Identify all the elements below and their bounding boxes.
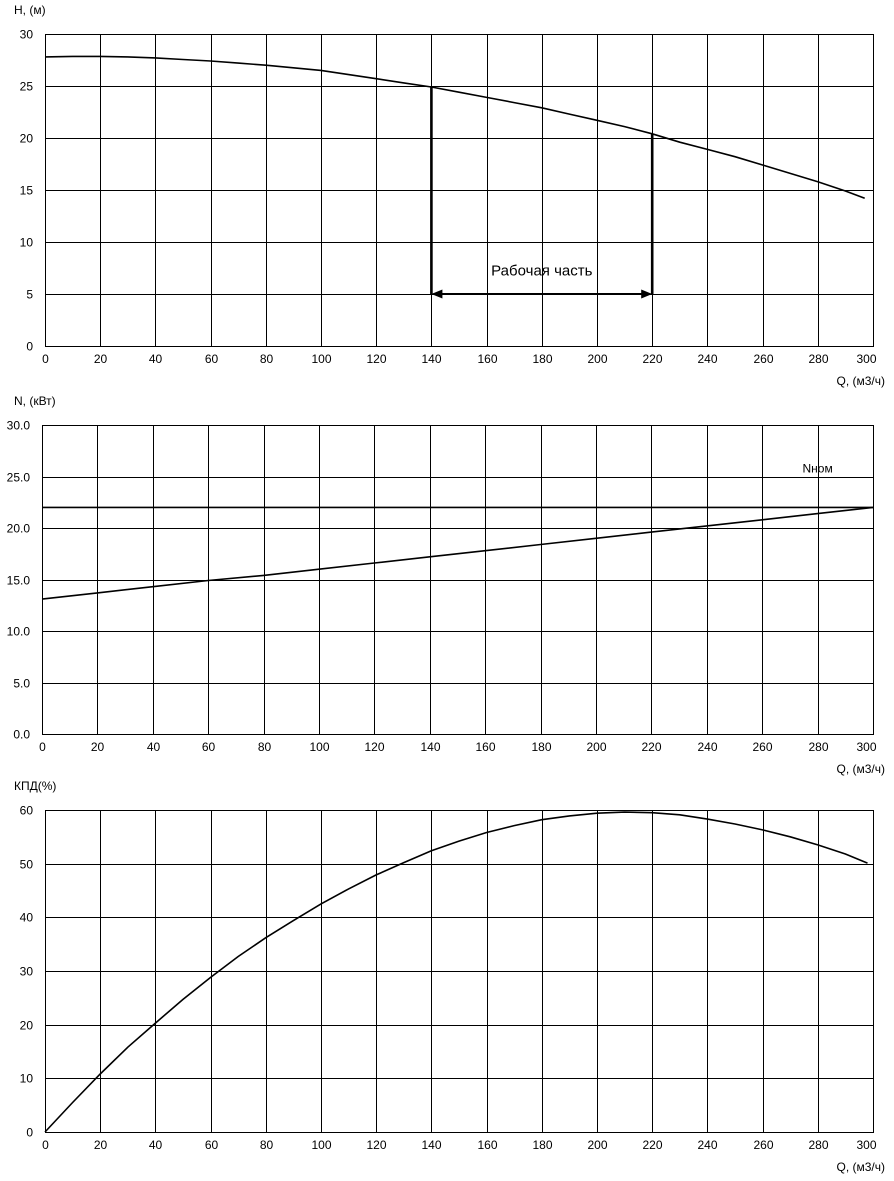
x-tick-label: 60 [202,740,216,754]
y-tick-label: 5 [26,288,33,302]
x-tick-label: 180 [532,352,552,366]
y-tick-label: 10 [20,1072,34,1086]
y-tick-label: 0.0 [13,728,30,742]
x-tick-label: 280 [808,1138,828,1152]
x-tick-label: 40 [147,740,161,754]
x-tick-label: 140 [420,740,440,754]
x-tick-label: 40 [149,352,163,366]
x-tick-label: 240 [697,1138,717,1152]
x-tick-label: 80 [258,740,272,754]
x-tick-label: 0 [42,1138,49,1152]
y-tick-label: 30 [20,28,34,42]
x-tick-label: 20 [94,352,108,366]
x-tick-label: 240 [697,352,717,366]
x-tick-label: 20 [91,740,105,754]
x-tick-label: 200 [587,1138,607,1152]
x-tick-label: 180 [532,1138,552,1152]
x-tick-label: 100 [311,1138,331,1152]
y-tick-label: 15 [20,184,34,198]
y-tick-label: 0 [26,340,33,354]
x-tick-label: 0 [42,352,49,366]
x-tick-label: 100 [309,740,329,754]
x-tick-label: 160 [477,352,497,366]
y-tick-label: 20 [20,132,34,146]
x-tick-label: 160 [477,1138,497,1152]
x-axis-label: Q, (м3/ч) [836,1160,885,1174]
x-tick-label: 40 [149,1138,163,1152]
x-tick-label: 80 [260,352,274,366]
x-tick-label: 280 [808,740,828,754]
x-tick-label: 200 [586,740,606,754]
arrowhead-left [431,289,443,299]
x-tick-label: 120 [366,1138,386,1152]
chart-eff: 0 20 40 60 80 100 120 140 160 180 200 220 240 260 280 3… [14,779,885,1174]
x-tick-label: 260 [753,352,773,366]
y-tick-label: 20 [20,1019,34,1033]
y-tick-label: 25 [20,80,34,94]
arrowhead-right [641,289,653,299]
series-line-eff-0 [44,811,868,1133]
y-axis-label: КПД(%) [14,779,56,793]
x-tick-label: 60 [205,352,219,366]
chart-h: 0 20 40 60 80 100 120 140 160 180 200 220 240 260 280 3… [14,3,885,388]
y-tick-label: 10 [20,236,34,250]
y-tick-label: 15.0 [7,574,31,588]
x-tick-label: 240 [697,740,717,754]
x-axis-label: Q, (м3/ч) [836,374,885,388]
x-axis-label: Q, (м3/ч) [836,762,885,776]
x-tick-label: 300 [856,740,876,754]
chart-n: 0 20 40 60 80 100 120 140 160 180 200 220 240 260 280 3… [7,394,885,776]
y-tick-label: 40 [20,911,34,925]
x-tick-label: 140 [421,1138,441,1152]
plot-frame [45,34,874,347]
y-tick-label: 50 [20,858,34,872]
y-tick-label: 25.0 [7,471,31,485]
x-tick-label: 300 [856,352,876,366]
x-tick-label: 140 [421,352,441,366]
x-tick-label: 80 [260,1138,274,1152]
y-axis-label: N, (кВт) [14,394,56,408]
plot-frame [45,810,874,1133]
y-tick-label: 5.0 [13,677,30,691]
x-tick-label: 300 [856,1138,876,1152]
x-tick-label: 120 [366,352,386,366]
x-tick-label: 280 [808,352,828,366]
x-tick-label: 0 [39,740,46,754]
y-tick-label: 30.0 [7,419,31,433]
x-tick-label: 220 [642,352,662,366]
nominal-power-label: Nном [802,461,832,475]
y-tick-label: 30 [20,965,34,979]
x-tick-label: 20 [94,1138,108,1152]
series-line-h-0 [44,55,865,200]
y-tick-label: 20.0 [7,522,31,536]
series-line-n-1 [41,506,874,600]
x-tick-label: 60 [205,1138,219,1152]
x-tick-label: 100 [311,352,331,366]
working-range-label: Рабочая часть [491,262,592,279]
x-tick-label: 180 [531,740,551,754]
y-tick-label: 10.0 [7,625,31,639]
x-tick-label: 200 [587,352,607,366]
plot-frame [42,425,874,735]
x-tick-label: 160 [475,740,495,754]
y-axis-label: H, (м) [14,3,46,17]
x-tick-label: 260 [752,740,772,754]
x-tick-label: 260 [753,1138,773,1152]
x-tick-label: 120 [364,740,384,754]
x-tick-label: 220 [642,1138,662,1152]
x-tick-label: 220 [641,740,661,754]
y-tick-label: 0 [26,1126,33,1140]
y-tick-label: 60 [20,804,34,818]
